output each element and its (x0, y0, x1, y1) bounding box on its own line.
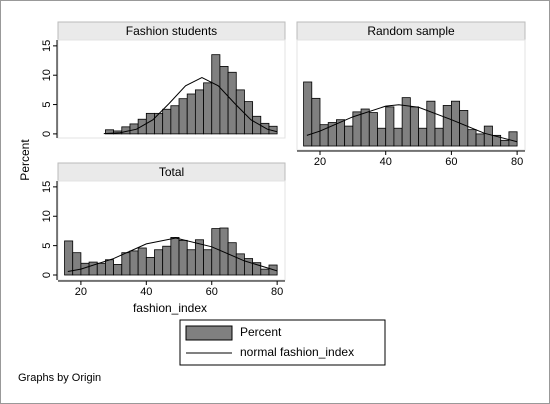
bar (459, 110, 469, 147)
bar (129, 250, 139, 276)
x-tick-label: 20 (75, 286, 87, 298)
x-tick-label: 40 (140, 286, 152, 298)
bar (377, 127, 387, 147)
bar (154, 249, 164, 276)
bar (194, 239, 204, 276)
bar (303, 81, 313, 147)
bar (96, 262, 106, 276)
y-tick-label: 0 (41, 272, 53, 278)
bar (137, 247, 147, 276)
bar (194, 89, 204, 135)
bar (211, 54, 221, 135)
y-tick-label: 5 (41, 101, 53, 107)
bar (203, 82, 213, 135)
bar (72, 252, 82, 276)
y-tick-label: 10 (41, 210, 53, 222)
bar (137, 118, 147, 135)
x-tick-label: 60 (206, 286, 218, 298)
bar (360, 108, 370, 147)
bar (508, 131, 518, 147)
bar (311, 97, 321, 147)
bar (105, 259, 115, 276)
bar (121, 252, 131, 276)
bar (260, 268, 270, 276)
bar (352, 111, 362, 147)
bar (186, 249, 196, 276)
normal-curve (67, 237, 278, 272)
panel-title: Total (159, 165, 184, 179)
bar (483, 125, 493, 147)
x-tick-label: 20 (314, 156, 326, 168)
bar (211, 228, 221, 276)
y-tick-label: 5 (41, 243, 53, 249)
bar (442, 105, 452, 147)
x-axis-title: fashion_index (133, 301, 207, 315)
bar (393, 127, 403, 147)
bar (451, 100, 461, 147)
panel-title: Random sample (367, 24, 455, 38)
bar (467, 129, 477, 147)
bar (418, 127, 428, 147)
bar (219, 66, 229, 135)
bar (178, 239, 188, 276)
bar (475, 133, 485, 147)
normal-curve (103, 77, 278, 135)
y-tick-label: 10 (41, 69, 53, 81)
bar (162, 108, 172, 135)
y-tick-label: 15 (41, 40, 53, 52)
bar (162, 245, 172, 276)
note: Graphs by Origin (18, 372, 101, 384)
bar (178, 98, 188, 135)
bar (186, 93, 196, 135)
bar (170, 105, 180, 135)
legend-label: normal fashion_index (240, 345, 354, 359)
legend-label: Percent (240, 325, 282, 339)
bar (145, 112, 155, 135)
bar (260, 122, 270, 135)
bar (434, 127, 444, 147)
y-tick-label: 15 (41, 181, 53, 193)
bar (500, 139, 510, 147)
bar (368, 112, 378, 147)
bar (344, 125, 354, 147)
x-tick-label: 60 (445, 156, 457, 168)
bar (145, 256, 155, 276)
bar (113, 264, 123, 276)
bar (219, 227, 229, 276)
panel-title: Fashion students (126, 24, 217, 38)
bar (385, 106, 395, 147)
x-tick-label: 80 (271, 286, 283, 298)
bar (426, 100, 436, 147)
x-tick-label: 40 (380, 156, 392, 168)
normal-curve (306, 104, 518, 143)
bar (227, 242, 237, 276)
bar (170, 237, 180, 276)
y-axis-title: Percent (18, 139, 32, 181)
bar (203, 249, 213, 276)
bar (64, 240, 74, 276)
x-tick-label: 80 (511, 156, 523, 168)
bar (409, 106, 419, 147)
y-tick-label: 0 (41, 131, 53, 137)
bar (235, 253, 245, 276)
legend-swatch (185, 325, 233, 341)
